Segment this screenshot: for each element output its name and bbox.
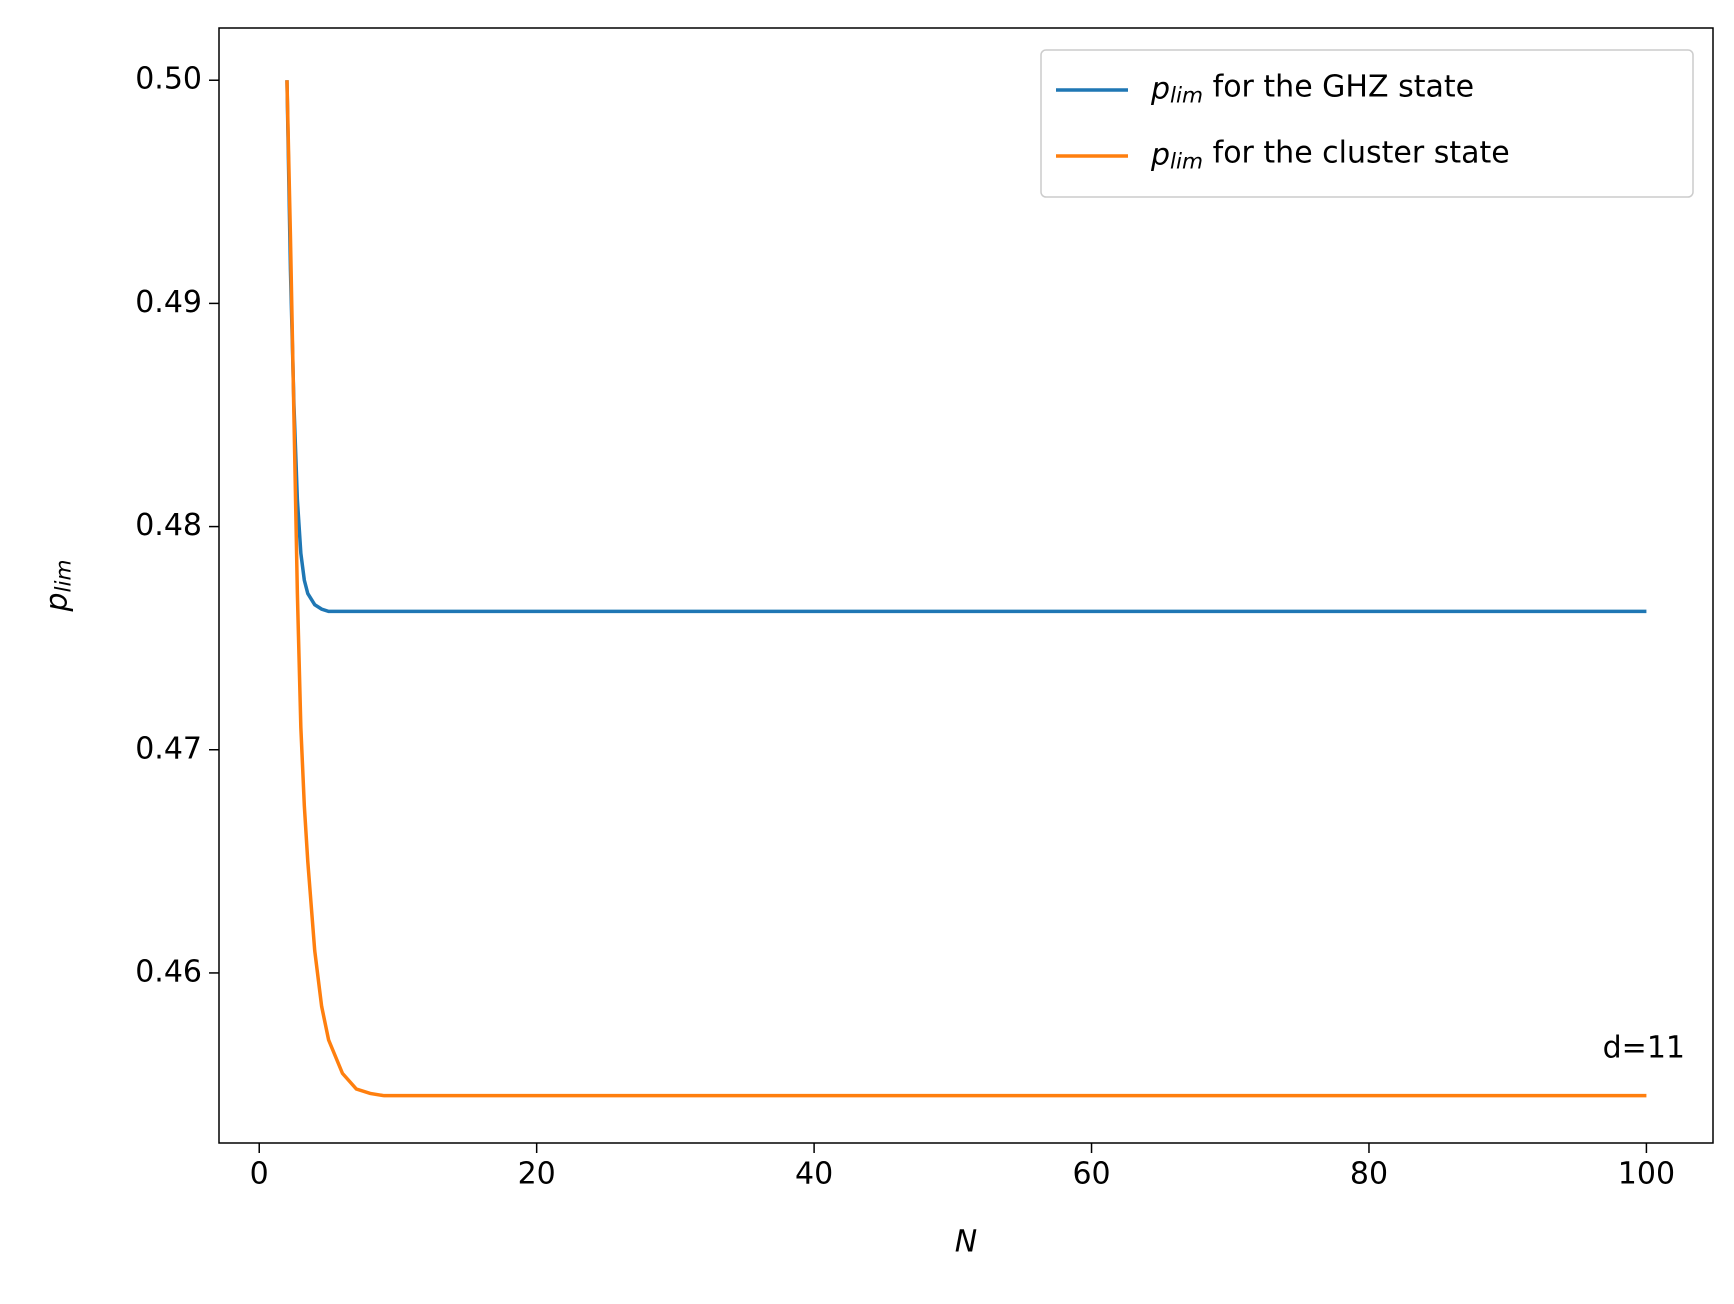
y-tick-label: 0.48 xyxy=(135,508,202,543)
x-tick-label: 20 xyxy=(518,1157,556,1192)
legend-label: plim for the cluster state xyxy=(1150,135,1510,175)
x-tick-label: 100 xyxy=(1618,1157,1675,1192)
y-tick-label: 0.47 xyxy=(135,731,202,766)
plot-frame xyxy=(218,27,1714,1144)
series-line xyxy=(285,80,1647,1098)
y-axis-label: plim xyxy=(40,559,77,612)
x-tick-label: 80 xyxy=(1350,1157,1388,1192)
x-tick-label: 40 xyxy=(795,1157,833,1192)
x-tick-label: 60 xyxy=(1072,1157,1110,1192)
legend-label: plim for the GHZ state xyxy=(1150,69,1474,109)
y-tick-label: 0.50 xyxy=(135,62,202,97)
x-tick-label: 0 xyxy=(250,1157,269,1192)
y-tick-label: 0.46 xyxy=(135,954,202,989)
y-tick-label: 0.49 xyxy=(135,285,202,320)
annotation: d=11 xyxy=(1603,1030,1685,1065)
x-axis-label: N xyxy=(955,1225,977,1260)
legend-box xyxy=(1040,49,1694,198)
series-line xyxy=(285,80,1647,614)
